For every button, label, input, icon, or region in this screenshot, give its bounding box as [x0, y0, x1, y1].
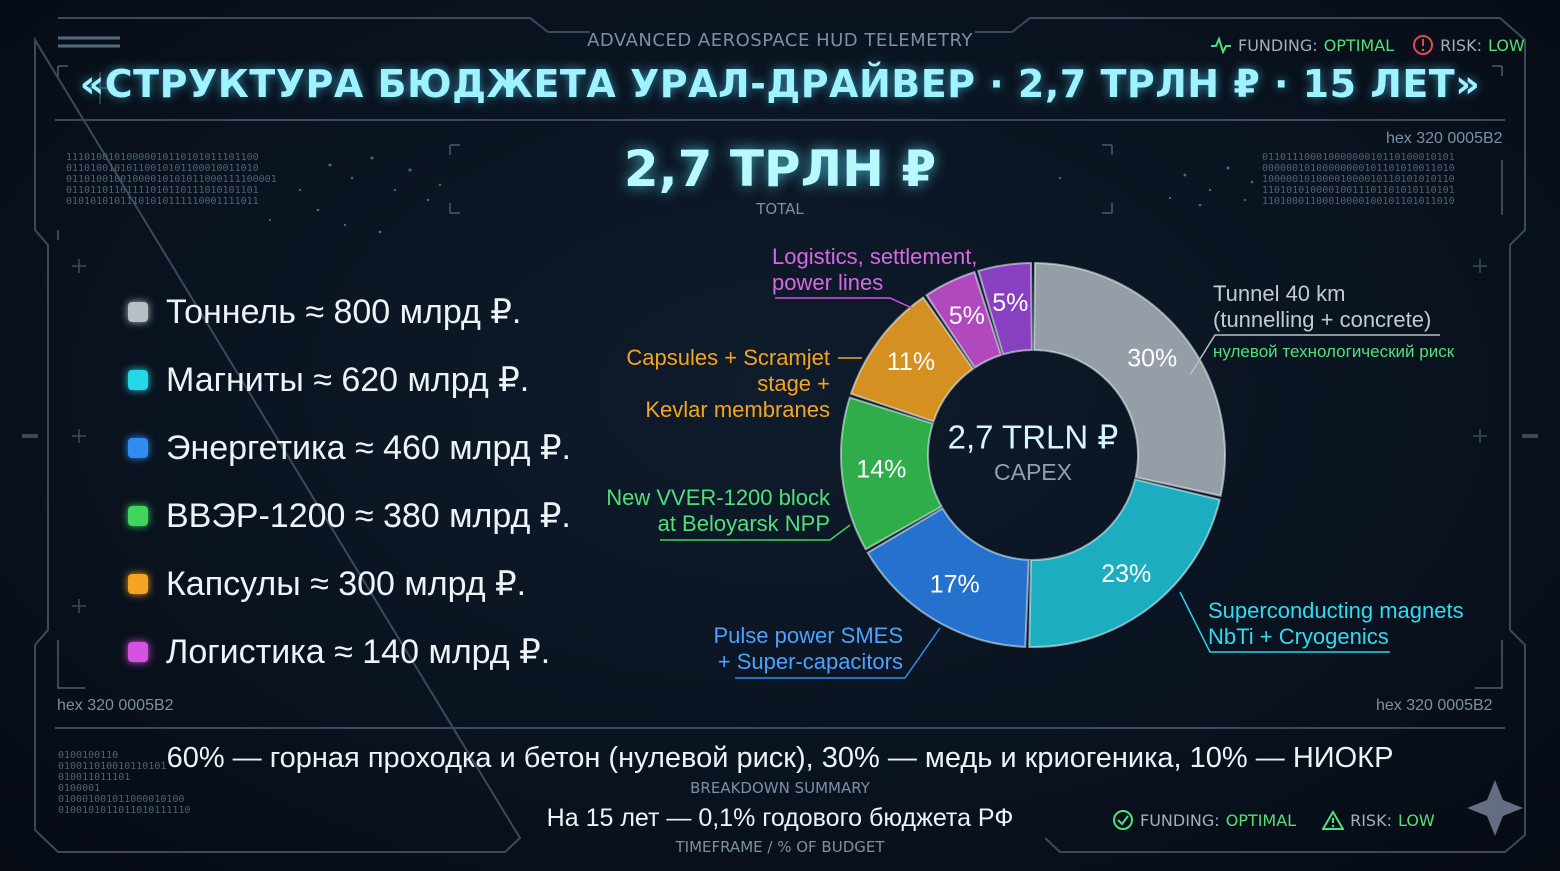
legend-swatch: [128, 642, 148, 662]
legend-label: Капсулы ≈ 300 млрд ₽.: [166, 565, 527, 603]
binary-block-bottom-left: 0100100110 010011010010110101 0100110111…: [58, 750, 191, 816]
slice-percent-label: 5%: [949, 302, 985, 330]
timeframe-caption: TIMEFRAME / % OF BUDGET: [675, 838, 885, 856]
slice-percent-label: 14%: [856, 456, 906, 484]
legend-label: ВВЭР-1200 ≈ 380 млрд ₽.: [166, 497, 571, 535]
callout-power-line1: Pulse power SMES: [713, 623, 903, 648]
callout-vver-line1: New VVER-1200 block: [606, 485, 830, 510]
callout-capsules: Capsules + Scramjet stage + Kevlar membr…: [590, 345, 830, 423]
callout-power: Pulse power SMES + Super-capacitors: [700, 623, 903, 675]
callout-logistics: Logistics, settlement, power lines: [772, 244, 977, 296]
slice-percent-label: 17%: [930, 571, 980, 599]
chart-center-sublabel: CAPEX: [994, 459, 1072, 485]
legend: Тоннель ≈ 800 млрд ₽. Магниты ≈ 620 млрд…: [128, 278, 571, 686]
donut-slice: [925, 270, 1003, 370]
chart-center-label: 2,7 TRLN ₽: [948, 419, 1119, 456]
risk-label: RISK:: [1440, 35, 1482, 55]
status-top: FUNDING: OPTIMAL RISK: LOW: [1210, 34, 1525, 56]
legend-label: Тоннель ≈ 800 млрд ₽.: [166, 293, 522, 331]
callout-magnets-line1: Superconducting magnets: [1208, 598, 1464, 623]
slice-percent-label: 5%: [992, 289, 1028, 317]
legend-swatch: [128, 438, 148, 458]
warning-triangle-icon: [1322, 810, 1345, 830]
risk-label-bottom: RISK:: [1350, 810, 1392, 830]
funding-label: FUNDING:: [1238, 35, 1318, 55]
donut-slice: [840, 396, 943, 551]
binary-block-top-left: 11101001010000010110101011101100 0110100…: [66, 152, 277, 207]
check-circle-icon: [1113, 810, 1133, 830]
legend-label: Логистика ≈ 140 млрд ₽.: [166, 633, 551, 671]
callout-capsules-line1: Capsules + Scramjet: [626, 345, 830, 370]
total-caption: TOTAL: [756, 200, 804, 218]
callout-magnets-line2: NbTi + Cryogenics: [1208, 624, 1389, 649]
donut-slice: [977, 262, 1033, 356]
legend-item-magnets: Магниты ≈ 620 млрд ₽.: [128, 346, 571, 414]
status-bottom: FUNDING: OPTIMAL RISK: LOW: [1112, 809, 1435, 831]
funding-value: OPTIMAL: [1323, 35, 1395, 55]
slice-percent-label: 30%: [1127, 345, 1177, 373]
legend-swatch: [128, 370, 148, 390]
legend-label: Магниты ≈ 620 млрд ₽.: [166, 361, 530, 399]
legend-item-energy: Энергетика ≈ 460 млрд ₽.: [128, 414, 571, 482]
breakdown-summary-caption: BREAKDOWN SUMMARY: [690, 779, 870, 797]
callout-capsules-line3: Kevlar membranes: [645, 397, 830, 422]
callout-logistics-line2: power lines: [772, 270, 884, 295]
legend-swatch: [128, 302, 148, 322]
timeframe-text: На 15 лет — 0,1% годового бюджета РФ: [546, 804, 1014, 832]
legend-item-logistics: Логистика ≈ 140 млрд ₽.: [128, 618, 571, 686]
legend-item-vver: ВВЭР-1200 ≈ 380 млрд ₽.: [128, 482, 571, 550]
hex-code-top-right: hex 320 0005B2: [1386, 130, 1503, 147]
callout-capsules-line2: stage +: [757, 371, 830, 396]
callout-magnets: Superconducting magnets NbTi + Cryogenic…: [1208, 598, 1464, 650]
hud-title: ADVANCED AEROSPACE HUD TELEMETRY: [587, 30, 973, 51]
funding-label-bottom: FUNDING:: [1140, 810, 1220, 830]
donut-slice: [1028, 478, 1221, 648]
heartbeat-icon: [1211, 36, 1231, 54]
legend-item-tunnel: Тоннель ≈ 800 млрд ₽.: [128, 278, 571, 346]
slice-percent-label: 23%: [1101, 560, 1151, 588]
callout-tunnel-note: нулевой технологический риск: [1213, 342, 1455, 361]
callout-tunnel-line2: (tunnelling + concrete): [1213, 307, 1432, 332]
legend-swatch: [128, 506, 148, 526]
risk-value: LOW: [1487, 35, 1525, 55]
donut-slice: [866, 507, 1030, 648]
binary-block-top-right: 01101110001000000010110100010101 0000001…: [1262, 152, 1455, 207]
donut-slice: [1033, 261, 1226, 497]
funding-value-bottom: OPTIMAL: [1225, 810, 1297, 830]
hex-code-bottom-left: hex 320 0005B2: [57, 697, 174, 714]
hex-code-bottom-right: hex 320 0005B2: [1376, 697, 1493, 714]
legend-label: Энергетика ≈ 460 млрд ₽.: [166, 429, 571, 467]
donut-chart: 30% 23% 17% 14% 11% 5% 5% 2,7 TRLN ₽ CAPEX: [840, 261, 1226, 648]
slice-percent-label: 11%: [887, 348, 935, 376]
callout-vver-line2: at Beloyarsk NPP: [657, 511, 830, 536]
page-title: «СТРУКТУРА БЮДЖЕТА УРАЛ-ДРАЙВЕР · 2,7 ТР…: [79, 62, 1481, 106]
callout-tunnel-line1: Tunnel 40 km: [1213, 281, 1346, 306]
callout-logistics-line1: Logistics, settlement,: [772, 244, 978, 269]
callout-vver: New VVER-1200 block at Beloyarsk NPP: [580, 485, 830, 537]
risk-value-bottom: LOW: [1397, 810, 1435, 830]
total-value: 2,7 ТРЛН ₽: [623, 140, 937, 198]
callout-tunnel: Tunnel 40 km (tunnelling + concrete) нул…: [1213, 281, 1454, 365]
callout-power-line2: + Super-capacitors: [717, 649, 903, 674]
legend-swatch: [128, 574, 148, 594]
breakdown-summary: 60% — горная проходка и бетон (нулевой р…: [166, 742, 1394, 774]
donut-slice: [849, 296, 975, 423]
legend-item-capsules: Капсулы ≈ 300 млрд ₽.: [128, 550, 571, 618]
alert-circle-icon: [1413, 35, 1434, 55]
